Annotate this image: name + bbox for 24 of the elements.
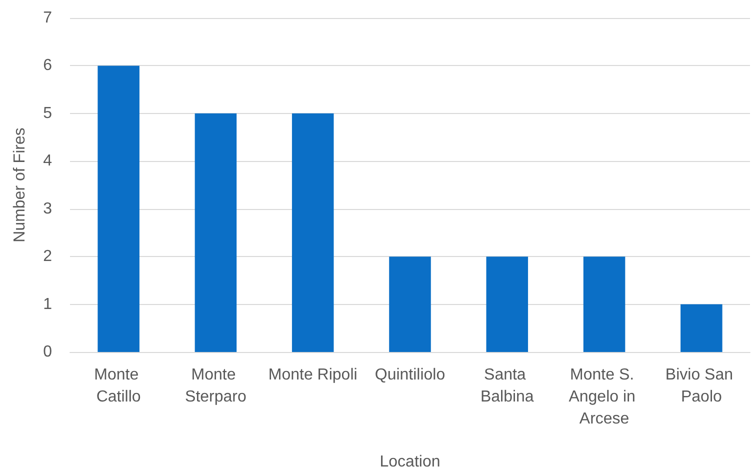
bar xyxy=(389,256,431,352)
y-tick-label: 3 xyxy=(43,200,52,218)
y-tick-label: 0 xyxy=(43,344,52,360)
x-tick-label: Monte S. Angelo in Arcese xyxy=(568,366,640,428)
bar xyxy=(486,256,528,352)
y-axis-title: Number of Fires xyxy=(12,128,28,242)
x-axis-title: Location xyxy=(380,454,440,470)
y-tick-label: 7 xyxy=(43,10,52,26)
x-tick-label: Monte Ripoli xyxy=(268,366,358,384)
y-tick-label: 2 xyxy=(43,248,52,266)
x-tick-label: Monte Catillo xyxy=(94,366,144,406)
bar xyxy=(680,304,722,352)
bar xyxy=(583,256,626,352)
x-tick-label: Quintiliolo xyxy=(374,366,446,384)
y-tick-label: 4 xyxy=(43,152,52,170)
x-tick-label: Santa Balbina xyxy=(480,366,534,406)
x-tick-label: Monte Sterparo xyxy=(185,366,246,406)
x-tick-label: Bivio San Paolo xyxy=(665,366,738,406)
y-tick-label: 5 xyxy=(43,104,52,122)
bar xyxy=(98,66,140,352)
bar xyxy=(292,113,334,352)
y-tick-label: 1 xyxy=(43,296,52,313)
y-tick-label: 6 xyxy=(43,57,52,74)
bar xyxy=(194,113,237,352)
